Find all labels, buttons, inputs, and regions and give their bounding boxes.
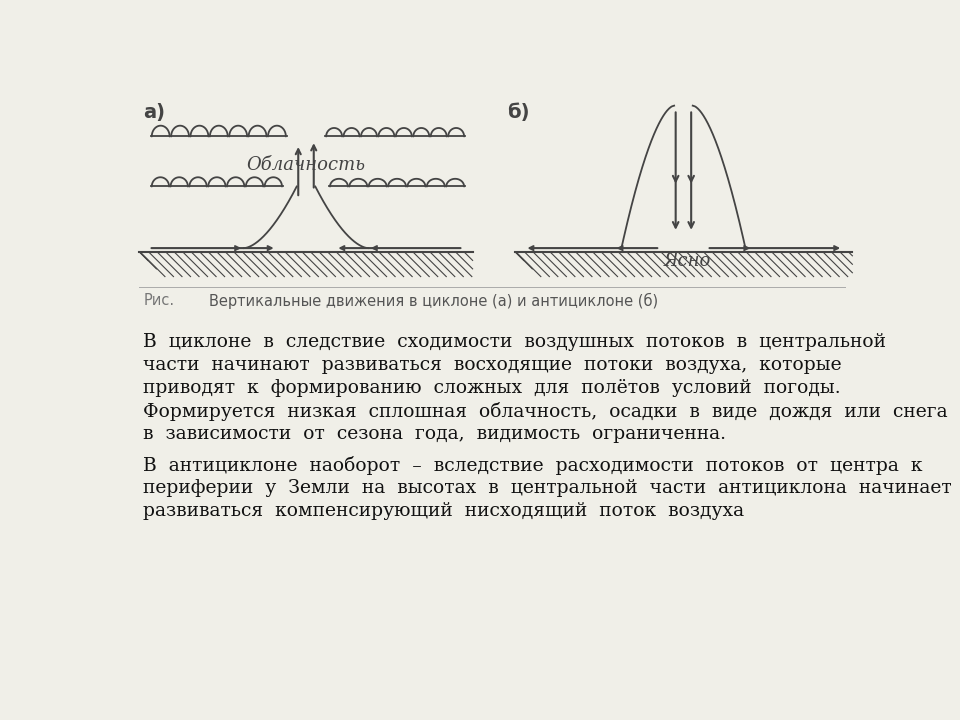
Text: Ясно: Ясно <box>663 252 711 270</box>
Text: Облачность: Облачность <box>247 156 366 174</box>
Text: а): а) <box>143 104 165 122</box>
Text: б): б) <box>508 104 530 122</box>
Text: Вертикальные движения в циклоне (а) и антициклоне (б): Вертикальные движения в циклоне (а) и ан… <box>209 293 659 309</box>
Text: Рис.: Рис. <box>143 293 175 307</box>
Text: периферии  у  Земли  на  высотах  в  центральной  части  антициклона  начинает: периферии у Земли на высотах в центральн… <box>143 479 952 497</box>
Text: Формируется  низкая  сплошная  облачность,  осадки  в  виде  дождя  или  снега: Формируется низкая сплошная облачность, … <box>143 402 948 421</box>
Text: в  зависимости  от  сезона  года,  видимость  ограниченна.: в зависимости от сезона года, видимость … <box>143 426 727 444</box>
Text: В  антициклоне  наоборот  –  вследствие  расходимости  потоков  от  центра  к: В антициклоне наоборот – вследствие расх… <box>143 456 923 475</box>
Text: части  начинают  развиваться  восходящие  потоки  воздуха,  которые: части начинают развиваться восходящие по… <box>143 356 842 374</box>
Text: развиваться  компенсирующий  нисходящий  поток  воздуха: развиваться компенсирующий нисходящий по… <box>143 502 744 520</box>
Text: В  циклоне  в  следствие  сходимости  воздушных  потоков  в  центральной: В циклоне в следствие сходимости воздушн… <box>143 333 886 351</box>
Text: приводят  к  формированию  сложных  для  полётов  условий  погоды.: приводят к формированию сложных для полё… <box>143 379 841 397</box>
